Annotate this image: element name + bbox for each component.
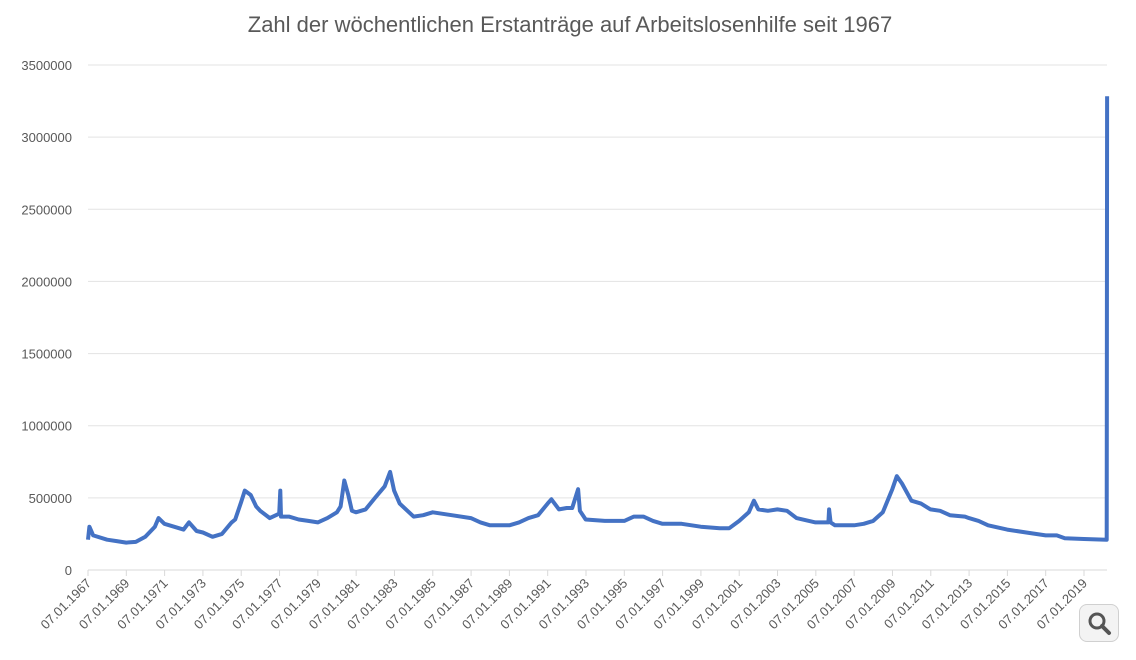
y-tick-label: 0 xyxy=(65,563,72,578)
y-tick-label: 1500000 xyxy=(21,347,72,362)
y-tick-label: 2000000 xyxy=(21,274,72,289)
y-tick-label: 500000 xyxy=(29,491,72,506)
y-tick-label: 3500000 xyxy=(21,58,72,73)
magnifier-icon xyxy=(1088,612,1111,635)
series-line xyxy=(86,96,1110,545)
y-tick-label: 2500000 xyxy=(21,202,72,217)
chart-title: Zahl der wöchentlichen Erstanträge auf A… xyxy=(247,12,893,37)
y-tick-label: 3000000 xyxy=(21,130,72,145)
y-tick-label: 1000000 xyxy=(21,419,72,434)
zoom-button[interactable] xyxy=(1079,604,1119,642)
